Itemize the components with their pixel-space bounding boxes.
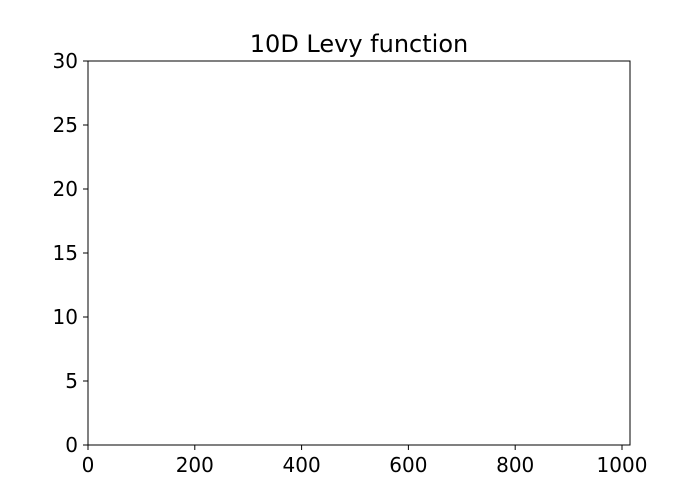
y-tick-label: 5 — [65, 369, 78, 393]
x-tick-label: 400 — [283, 453, 321, 477]
x-tick-label: 200 — [176, 453, 214, 477]
x-tick-label: 0 — [82, 453, 95, 477]
y-tick-label: 0 — [65, 433, 78, 457]
x-tick-label: 600 — [389, 453, 427, 477]
y-axis: 0 5 10 15 20 25 30 — [53, 49, 88, 457]
y-tick-label: 20 — [53, 177, 78, 201]
y-tick-label: 25 — [53, 113, 78, 137]
x-axis: 0 200 400 600 800 1000 — [82, 445, 648, 477]
chart-title: 10D Levy function — [250, 30, 468, 58]
y-tick-label: 10 — [53, 305, 78, 329]
x-tick-label: 800 — [496, 453, 534, 477]
x-tick-label: 1000 — [597, 453, 648, 477]
y-tick-label: 15 — [53, 241, 78, 265]
y-tick-label: 30 — [53, 49, 78, 73]
